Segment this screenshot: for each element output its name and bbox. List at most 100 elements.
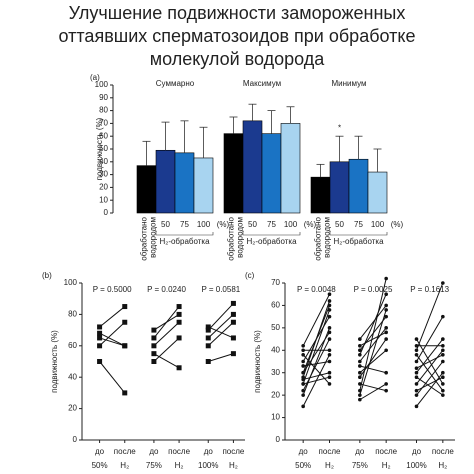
marker	[205, 327, 211, 333]
marker	[441, 344, 445, 348]
pair-line	[416, 376, 444, 392]
group-label: 100%	[406, 461, 426, 470]
x-tick-label: после	[222, 447, 244, 456]
x-tick-label: до	[149, 447, 159, 456]
marker	[327, 359, 332, 364]
marker	[441, 314, 445, 319]
x-tick-label: до	[299, 447, 309, 456]
series-label: 50	[335, 220, 344, 229]
marker	[122, 390, 128, 396]
marker	[230, 319, 236, 325]
marker	[414, 404, 419, 409]
x-tick-label: после	[319, 447, 341, 456]
bar	[348, 158, 369, 214]
pair-line	[302, 332, 330, 373]
marker	[441, 388, 445, 393]
pair-line	[416, 372, 444, 407]
pair-line	[359, 331, 387, 347]
pair-line	[302, 309, 330, 385]
pair-line	[208, 353, 234, 362]
marker	[441, 393, 445, 397]
marker	[414, 359, 419, 364]
marker	[327, 303, 332, 308]
pair-line	[207, 321, 234, 347]
y-tick-label: 40	[68, 372, 77, 381]
marker	[122, 319, 128, 325]
y-tick-label: 0	[276, 435, 281, 444]
p-value: P = 0.1613	[410, 285, 449, 294]
marker	[384, 314, 388, 319]
marker	[414, 393, 419, 397]
pair-line	[359, 349, 387, 374]
marker	[97, 324, 103, 330]
marker	[358, 344, 362, 348]
y-tick-label: 70	[99, 119, 108, 128]
marker	[327, 314, 332, 319]
x-tick-label: после	[168, 447, 190, 456]
pair-line	[99, 332, 125, 347]
marker	[151, 343, 157, 349]
marker	[441, 382, 445, 386]
marker	[122, 304, 128, 310]
marker	[97, 359, 103, 364]
marker	[414, 388, 419, 393]
bracket	[242, 232, 301, 236]
pair-line	[99, 361, 126, 394]
y-tick-label: 10	[99, 195, 108, 204]
x-tick-label: до	[95, 447, 105, 456]
category-label: Минимум	[331, 79, 366, 88]
series-label: обработано водородом	[140, 216, 158, 260]
marker	[358, 359, 362, 364]
bar	[155, 149, 176, 214]
marker	[358, 337, 362, 341]
series-label: 100	[197, 220, 211, 229]
pair-line	[359, 278, 387, 391]
marker	[230, 335, 236, 341]
h2-label: H₂	[438, 461, 447, 470]
y-tick-label: 100	[64, 278, 78, 287]
title-line: оттаявших сперматозоидов при обработке	[59, 26, 416, 46]
annotation: *	[338, 123, 341, 132]
panel-label: (b)	[42, 271, 52, 280]
unit-label: (%)	[217, 220, 230, 229]
pair-line	[416, 338, 444, 374]
marker	[327, 370, 332, 375]
y-tick-label: 30	[271, 368, 280, 377]
group-label: 50%	[92, 461, 108, 470]
pair-line	[207, 303, 234, 331]
pair-line	[302, 354, 330, 385]
y-tick-label: 20	[99, 183, 108, 192]
marker	[414, 344, 419, 348]
panel-label: (a)	[90, 73, 100, 82]
y-tick-label: 0	[104, 208, 109, 217]
bar	[193, 157, 214, 214]
bar	[223, 133, 244, 214]
marker	[384, 382, 388, 386]
marker	[327, 348, 332, 353]
marker	[301, 377, 305, 382]
marker	[414, 337, 419, 341]
marker	[441, 352, 445, 357]
y-tick-label: 80	[68, 310, 77, 319]
pair-line	[153, 337, 180, 362]
marker	[384, 388, 388, 393]
marker	[205, 343, 211, 349]
marker	[176, 319, 182, 325]
marker	[384, 308, 388, 312]
marker	[384, 276, 388, 281]
pair-line	[153, 321, 180, 347]
marker	[301, 404, 305, 409]
marker	[205, 324, 211, 330]
panel-label: (c)	[245, 271, 255, 280]
x-tick-label: до	[412, 447, 422, 456]
unit-label: (%)	[391, 220, 404, 229]
marker	[441, 370, 445, 375]
marker	[301, 348, 305, 353]
y-tick-label: 0	[73, 435, 78, 444]
marker	[301, 382, 305, 386]
marker	[122, 343, 128, 349]
pair-line	[359, 383, 387, 392]
pair-line	[153, 353, 180, 369]
y-tick-label: 20	[271, 390, 280, 399]
